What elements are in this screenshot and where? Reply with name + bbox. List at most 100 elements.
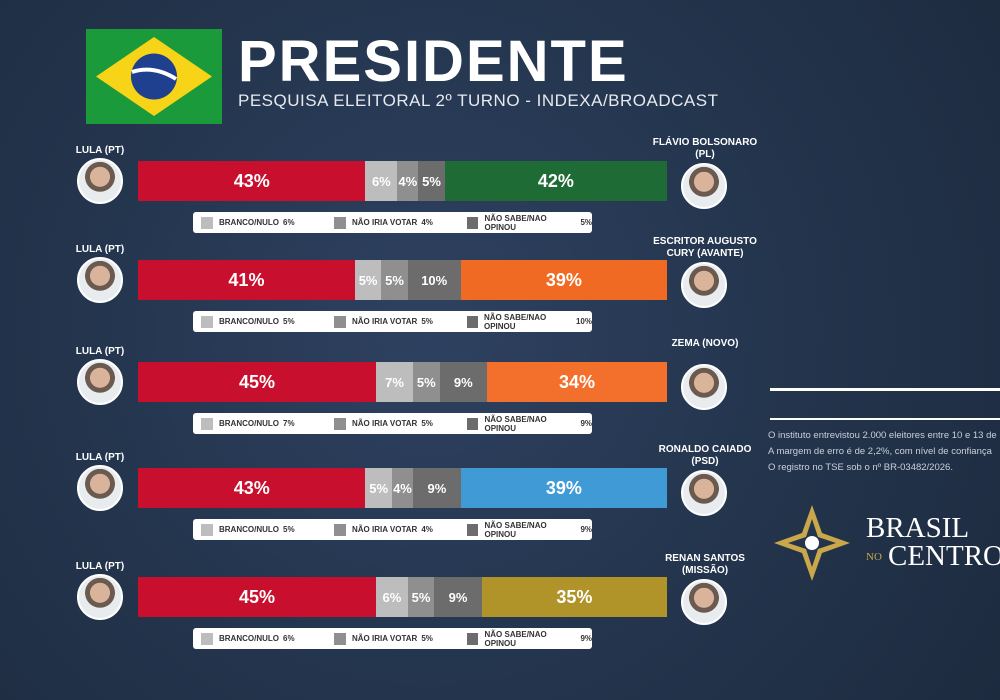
legend-swatch <box>467 315 478 328</box>
candidate-photo <box>77 158 123 204</box>
legend-item: NÃO IRIA VOTAR 5% <box>334 417 459 430</box>
value-label: 6% <box>382 589 402 605</box>
value-label: 45% <box>239 586 276 607</box>
bar-segment: 42% <box>444 161 667 201</box>
legend-swatch <box>201 315 213 328</box>
legend: BRANCO/NULO 5% NÃO IRIA VOTAR 4% NÃO SABE/NA… <box>193 519 592 540</box>
legend-item: NÃO IRIA VOTAR 4% <box>334 523 459 536</box>
legend-swatch <box>201 523 213 536</box>
legend-swatch <box>334 417 346 430</box>
legend-swatch <box>334 315 346 328</box>
legend-value: 6% <box>283 634 295 643</box>
value-label: 7% <box>385 374 404 390</box>
bar-segment: 43% <box>138 468 366 508</box>
legend: BRANCO/NULO 5% NÃO IRIA VOTAR 5% NÃO SABE/NA… <box>193 311 592 332</box>
legend-item: NÃO IRIA VOTAR 5% <box>334 632 459 645</box>
candidate-label: ZEMA (NOVO) <box>671 338 739 349</box>
legend-name: NÃO SABE/NAO OPINOU <box>484 312 547 331</box>
legend: BRANCO/NULO 6% NÃO IRIA VOTAR 5% NÃO SABE/NA… <box>193 628 592 649</box>
bar: 43% 5% 4% 9% 39% <box>138 468 667 508</box>
brand-text: NO <box>866 551 882 563</box>
bar-segment: 7% <box>376 362 414 402</box>
legend-value: 6% <box>283 218 295 227</box>
brand-logo <box>774 505 850 581</box>
candidate-label: LULA (PT) <box>75 452 125 463</box>
legend-value: 4% <box>421 525 433 534</box>
bar-segment: 4% <box>397 161 419 201</box>
value-label: 5% <box>422 173 441 189</box>
bar-segment: 9% <box>439 362 488 402</box>
candidate-photo <box>77 574 123 620</box>
value-label: 39% <box>545 269 582 290</box>
value-label: 5% <box>416 374 436 390</box>
subtitle: PESQUISA ELEITORAL 2º TURNO - INDEXA/BRO… <box>238 91 719 110</box>
bar-segment: 39% <box>460 468 667 508</box>
candidate-label: RONALDO CAIADO (PSD) <box>658 444 752 467</box>
legend-item: BRANCO/NULO 6% <box>201 632 326 645</box>
value-label: 5% <box>369 480 389 496</box>
legend-item: BRANCO/NULO 6% <box>201 216 326 229</box>
bar-segment: 5% <box>407 577 435 617</box>
legend-swatch <box>334 216 346 229</box>
candidate-label: LULA (PT) <box>75 561 125 572</box>
candidate-photo <box>77 465 123 511</box>
legend-value: 4% <box>421 218 433 227</box>
legend-value: 5% <box>283 317 295 326</box>
bar-segment: 4% <box>391 468 414 508</box>
candidate-photo <box>77 257 123 303</box>
legend-name: NÃO SABE/NAO OPINOU <box>484 520 547 539</box>
note-line: A margem de erro é de 2,2%, com nível de… <box>768 446 992 457</box>
value-label: 10% <box>421 272 448 288</box>
legend-item: NÃO SABE/NAO OPINOU 9% <box>467 415 592 433</box>
legend-name: BRANCO/NULO <box>219 419 279 428</box>
legend-name: BRANCO/NULO <box>219 218 279 227</box>
candidate-label: LULA (PT) <box>75 346 125 357</box>
value-label: 6% <box>371 173 391 189</box>
legend-name: NÃO SABE/NAO OPINOU <box>484 414 547 433</box>
legend-value: 5% <box>421 634 433 643</box>
bar-segment: 39% <box>460 260 667 300</box>
bar-segment: 6% <box>365 161 398 201</box>
legend-value: 5% <box>421 317 433 326</box>
candidate-photo <box>681 364 727 410</box>
legend-item: NÃO SABE/NAO OPINOU 10% <box>467 313 592 331</box>
note-line: O instituto entrevistou 2.000 eleitores … <box>768 430 997 441</box>
candidate-label: FLÁVIO BOLSONARO (PL) <box>652 137 758 160</box>
value-label: 42% <box>537 170 574 191</box>
candidate-label: ESCRITOR AUGUSTO CURY (AVANTE) <box>653 236 757 259</box>
legend-name: BRANCO/NULO <box>219 317 279 326</box>
bar: 45% 6% 5% 9% 35% <box>138 577 667 617</box>
bar-segment: 45% <box>138 362 377 402</box>
candidate-photo <box>77 359 123 405</box>
bar-segment: 41% <box>138 260 355 300</box>
candidate-label: LULA (PT) <box>75 145 125 156</box>
bar: 41% 5% 5% 10% 39% <box>138 260 667 300</box>
candidate-label: LULA (PT) <box>75 244 125 255</box>
legend-name: NÃO SABE/NAO OPINOU <box>484 213 547 232</box>
legend-value: 5% <box>283 525 295 534</box>
candidate-photo <box>681 262 727 308</box>
legend-swatch <box>467 216 479 229</box>
legend-name: BRANCO/NULO <box>219 634 279 643</box>
legend-value: 5% <box>580 218 592 227</box>
bar-segment: 5% <box>413 362 440 402</box>
note-line: O registro no TSE sob o nº BR-03482/2026… <box>768 462 953 473</box>
value-label: 43% <box>233 170 270 191</box>
legend: BRANCO/NULO 6% NÃO IRIA VOTAR 4% NÃO SABE/NA… <box>193 212 592 233</box>
legend-name: NÃO IRIA VOTAR <box>352 317 418 326</box>
legend-swatch <box>201 216 213 229</box>
legend-swatch <box>467 523 479 536</box>
value-label: 5% <box>411 589 431 605</box>
candidate-photo <box>681 579 727 625</box>
legend-item: NÃO SABE/NAO OPINOU 5% <box>467 214 592 232</box>
value-label: 5% <box>358 272 378 288</box>
value-label: 34% <box>559 371 596 392</box>
legend-swatch <box>467 632 479 645</box>
bar-segment: 6% <box>376 577 408 617</box>
legend-swatch <box>467 417 479 430</box>
legend-item: BRANCO/NULO 5% <box>201 315 326 328</box>
bar-segment: 5% <box>354 260 382 300</box>
brazil-flag <box>86 29 222 124</box>
legend-swatch <box>334 632 346 645</box>
